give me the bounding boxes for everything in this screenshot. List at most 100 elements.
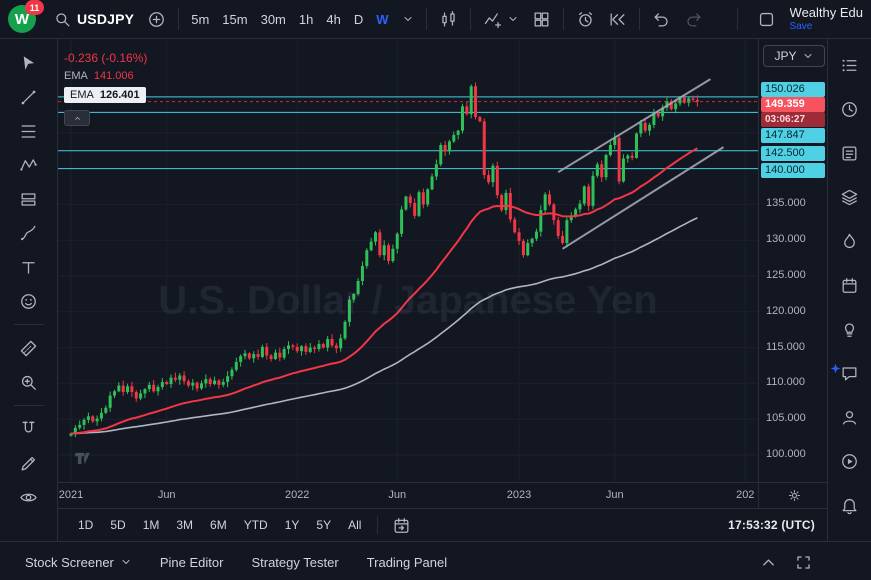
- trend-line-icon: [19, 88, 38, 107]
- last-price-label[interactable]: 149.359: [761, 97, 825, 112]
- drawing-toolbar: [0, 39, 58, 541]
- range-1d[interactable]: 1D: [70, 515, 101, 535]
- panel-maximize-icon[interactable]: [794, 553, 813, 572]
- ema-slow-legend[interactable]: EMA 126.401: [64, 87, 146, 103]
- position-icon: [19, 190, 38, 209]
- create-alert-button[interactable]: [570, 6, 601, 33]
- bar-replay-button[interactable]: [602, 6, 633, 33]
- legend-collapse-button[interactable]: [64, 110, 90, 126]
- sidebar-flame[interactable]: [835, 226, 865, 256]
- ema-fast-legend[interactable]: EMA 141.006: [64, 70, 134, 82]
- object-tree-icon: [840, 188, 859, 207]
- toolbar-divider: [736, 8, 738, 30]
- tool-zoom[interactable]: [12, 367, 46, 397]
- timeframe-1d[interactable]: D: [348, 8, 369, 31]
- notification-badge: 11: [25, 0, 44, 15]
- chat-icon: [840, 364, 859, 383]
- sidebar-data-window[interactable]: [835, 138, 865, 168]
- ema-slow-value: 126.401: [99, 89, 140, 101]
- level-label[interactable]: 147.847: [761, 128, 825, 143]
- save-layout-button[interactable]: [751, 6, 782, 33]
- range-1y[interactable]: 1Y: [277, 515, 308, 535]
- tab-strategy-tester[interactable]: Strategy Tester: [240, 549, 349, 576]
- chart-canvas[interactable]: U.S. Dollar / Japanese Yen -0.236 (-0.16…: [58, 39, 758, 482]
- sidebar-community[interactable]: [835, 402, 865, 432]
- price-tick: 125.000: [766, 269, 806, 281]
- level-label[interactable]: 150.026: [761, 82, 825, 97]
- tool-fib[interactable]: [12, 116, 46, 146]
- tool-cursor[interactable]: [12, 48, 46, 78]
- chart-settings-gear[interactable]: [758, 483, 830, 509]
- sidebar-bell[interactable]: [835, 490, 865, 520]
- range-1m[interactable]: 1M: [135, 515, 168, 535]
- tab-pine-editor[interactable]: Pine Editor: [149, 549, 235, 576]
- range-6m[interactable]: 6M: [202, 515, 235, 535]
- layout-square-icon: [757, 10, 776, 29]
- range-all[interactable]: All: [340, 515, 369, 535]
- level-label[interactable]: 140.000: [761, 163, 825, 178]
- measure-icon: [19, 339, 38, 358]
- topbar-right: Wealthy Edu Save: [732, 6, 863, 33]
- ema-fast-line: [70, 147, 698, 435]
- tool-brush[interactable]: [12, 218, 46, 248]
- timeframe-1h[interactable]: 1h: [293, 8, 319, 31]
- tradingview-logo[interactable]: [70, 450, 96, 472]
- clock-utc[interactable]: 17:53:32 (UTC): [728, 518, 815, 533]
- timeframe-1w-active[interactable]: W: [370, 8, 394, 31]
- sidebar-streams-play[interactable]: [835, 446, 865, 476]
- sidebar-bulb[interactable]: [835, 314, 865, 344]
- chart-row: U.S. Dollar / Japanese Yen -0.236 (-0.16…: [58, 39, 827, 482]
- range-5d[interactable]: 5D: [102, 515, 133, 535]
- tool-trend-line[interactable]: [12, 82, 46, 112]
- range-3m[interactable]: 3M: [168, 515, 201, 535]
- sidebar-alerts-clock[interactable]: [835, 94, 865, 124]
- community-icon: [840, 408, 859, 427]
- range-ytd[interactable]: YTD: [236, 515, 276, 535]
- compare-add-symbol-button[interactable]: [141, 6, 172, 33]
- redo-button[interactable]: [678, 6, 709, 33]
- timeframe-15m[interactable]: 15m: [216, 8, 253, 31]
- tool-eye[interactable]: [12, 482, 46, 512]
- alerts-clock-icon: [840, 100, 859, 119]
- goto-date-button[interactable]: [386, 512, 417, 539]
- zoom-icon: [19, 373, 38, 392]
- time-scale[interactable]: 2021 Jun 2022 Jun 2023 Jun 202: [58, 483, 758, 508]
- undo-button[interactable]: [646, 6, 677, 33]
- tool-xabcd[interactable]: [12, 150, 46, 180]
- sidebar-object-tree[interactable]: [835, 182, 865, 212]
- range-5y[interactable]: 5Y: [308, 515, 339, 535]
- layout-grid-button[interactable]: [526, 6, 557, 33]
- bottom-panel: Stock Screener Pine Editor Strategy Test…: [0, 541, 871, 580]
- top-toolbar: W 11 USDJPY 5m 15m 30m 1h 4h D W: [0, 0, 871, 39]
- tool-measure[interactable]: [12, 333, 46, 363]
- panel-expand-chevron-icon[interactable]: [759, 553, 778, 572]
- timeframe-5m[interactable]: 5m: [185, 8, 215, 31]
- tool-position[interactable]: [12, 184, 46, 214]
- sidebar-calendar[interactable]: [835, 270, 865, 300]
- price-scale[interactable]: JPY 135.000 130.000 125.000 120.000 115.000 1…: [758, 39, 830, 482]
- sidebar-watchlist[interactable]: [835, 50, 865, 80]
- tool-emoji[interactable]: [12, 286, 46, 316]
- chart-type-button[interactable]: [433, 6, 464, 33]
- indicators-button[interactable]: [477, 6, 525, 33]
- tab-stock-screener[interactable]: Stock Screener: [14, 549, 143, 576]
- save-label[interactable]: Save: [789, 20, 813, 32]
- symbol-search-button[interactable]: USDJPY: [47, 6, 140, 33]
- interval-menu-button[interactable]: [396, 9, 420, 29]
- currency-toggle[interactable]: JPY: [763, 45, 825, 67]
- tool-magnet[interactable]: [12, 414, 46, 444]
- timeframe-30m[interactable]: 30m: [255, 8, 292, 31]
- tool-pencil[interactable]: [12, 448, 46, 478]
- price-tick: 130.000: [766, 233, 806, 246]
- sidebar-chat[interactable]: [835, 358, 865, 388]
- timeframe-4h[interactable]: 4h: [320, 8, 346, 31]
- time-tick: Jun: [605, 489, 624, 501]
- account-logo[interactable]: W 11: [8, 0, 44, 33]
- price-change[interactable]: -0.236 (-0.16%): [64, 51, 148, 65]
- emoji-icon: [19, 292, 38, 311]
- layout-name-block[interactable]: Wealthy Edu Save: [790, 6, 863, 32]
- level-label[interactable]: 142.500: [761, 146, 825, 161]
- tool-text[interactable]: [12, 252, 46, 282]
- candlestick-chart[interactable]: [58, 39, 758, 482]
- tab-trading-panel[interactable]: Trading Panel: [356, 549, 458, 576]
